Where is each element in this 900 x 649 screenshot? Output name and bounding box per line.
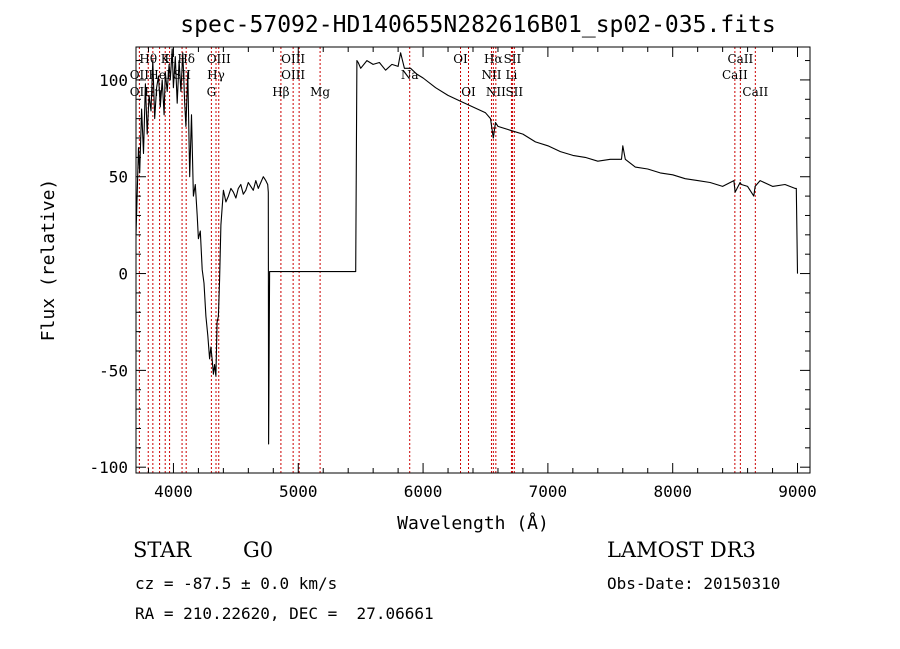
object-subclass: G0 — [243, 538, 274, 562]
chart-title: spec-57092-HD140655N282616B01_sp02-035.f… — [180, 12, 775, 38]
line-annotation: H — [164, 52, 174, 66]
line-annotation: SII — [173, 68, 191, 82]
line-annotation: SII — [505, 85, 523, 99]
obs-date: Obs-Date: 20150310 — [607, 574, 781, 593]
x-tick-label: 7000 — [529, 482, 568, 501]
line-annotation: G — [207, 85, 217, 99]
x-tick-label: 5000 — [279, 482, 318, 501]
line-annotation: K — [161, 52, 171, 66]
y-tick-label: -100 — [89, 458, 128, 477]
line-annotation: Mg — [310, 85, 330, 99]
line-annotation: Na — [401, 68, 419, 82]
line-annotation: Hβ — [272, 85, 289, 99]
line-annotation: NII — [481, 68, 501, 82]
plot-frame — [135, 46, 811, 474]
line-annotation: OI — [453, 52, 468, 66]
y-tick-label: -50 — [99, 361, 128, 380]
line-annotation: OII — [130, 85, 150, 99]
line-annotation: Hα — [484, 52, 503, 66]
object-class: STAR — [133, 538, 192, 562]
x-tick-label: 9000 — [778, 482, 817, 501]
line-annotation: Hδ — [177, 52, 195, 66]
x-axis-label: Wavelength (Å) — [397, 512, 549, 534]
survey-label: LAMOST DR3 — [607, 538, 756, 562]
y-tick-label: 0 — [118, 265, 128, 284]
line-annotation: OIII — [207, 52, 231, 66]
x-tick-label: 6000 — [404, 482, 443, 501]
line-annotation: CaII — [742, 85, 768, 99]
line-annotation: Hη — [144, 85, 162, 99]
redshift-text: cz = -87.5 ± 0.0 km/s — [135, 574, 338, 593]
coordinates-text: RA = 210.22620, DEC = 27.06661 — [135, 604, 434, 623]
line-annotation: CaII — [727, 52, 753, 66]
x-tick-label: 4000 — [154, 482, 193, 501]
y-axis-label: Flux (relative) — [38, 179, 59, 342]
line-annotation: OIII — [281, 52, 305, 66]
line-annotation: HeI — [148, 68, 171, 82]
line-annotation: Hθ — [139, 52, 157, 66]
line-annotation: NII — [486, 85, 506, 99]
line-annotation: Hγ — [207, 68, 225, 82]
line-annotation: SII — [504, 52, 522, 66]
y-tick-label: 50 — [109, 168, 128, 187]
line-annotation: Li — [506, 68, 518, 82]
spectrum-line — [135, 48, 799, 445]
line-annotation: OIII — [281, 68, 305, 82]
x-tick-label: 8000 — [653, 482, 692, 501]
line-annotation: OI — [461, 85, 476, 99]
line-annotation: OII — [130, 68, 150, 82]
line-annotation: CaII — [722, 68, 748, 82]
y-tick-label: 100 — [99, 71, 128, 90]
